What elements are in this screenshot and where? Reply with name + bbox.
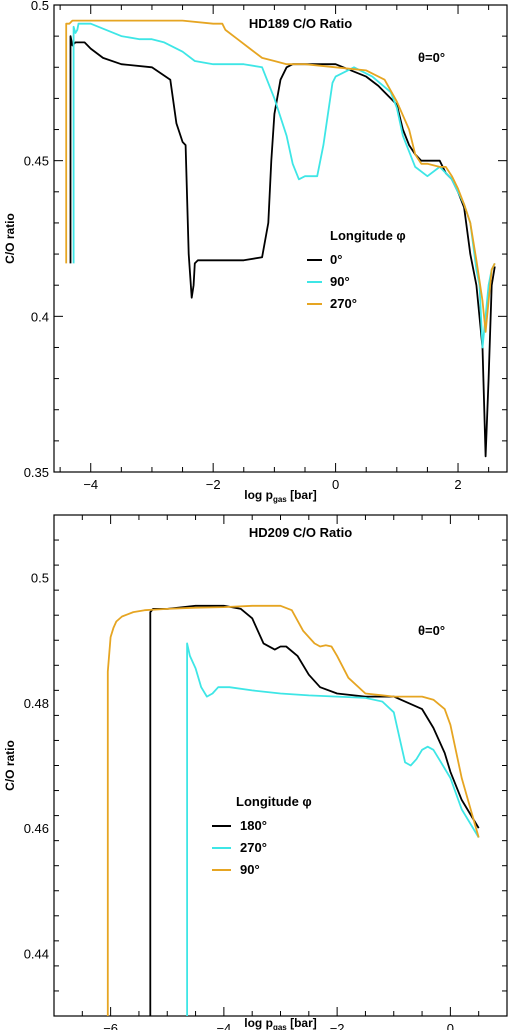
x-tick-label: −4 [83,477,98,492]
x-axis-label: log pgas [bar] [244,1016,316,1030]
x-axis-label: log pgas [bar] [244,488,316,504]
y-tick-label: 0.5 [31,571,49,586]
x-tick-label: −2 [330,1021,345,1030]
chart-title: HD209 C/O Ratio [249,525,352,540]
y-tick-label: 0.46 [24,821,49,836]
series-line-180deg [149,604,480,1016]
x-tick-label: 0 [332,477,339,492]
y-tick-label: 0.5 [31,0,49,13]
series-line-270deg [65,19,496,333]
series-line-270deg [186,642,480,1016]
y-axis-label: C/O ratio [3,740,17,791]
legend-entry: 270° [240,840,267,855]
chart-title: HD189 C/O Ratio [249,16,352,31]
y-tick-label: 0.48 [24,696,49,711]
y-tick-label: 0.35 [24,465,49,480]
series-line-90deg [106,604,480,1016]
series-line-0deg [69,35,496,458]
legend-entry: 180° [240,818,267,833]
plot-frame [53,514,508,1017]
x-tick-label: 2 [454,477,461,492]
chart-2: −6 −4 −2 0 0.44 0.46 0.48 0.5 HD209 C/O Ratio θ=0… [3,514,508,1030]
plot-frame [53,4,508,473]
angle-annotation: θ=0° [418,50,445,65]
legend-title: Longitude φ [330,228,406,243]
x-tick-label: −6 [103,1021,118,1030]
legend-entry: 90° [240,862,260,877]
legend: Longitude φ 0° 90° 270° [307,228,406,311]
x-tick-label: −4 [216,1021,231,1030]
series-group [106,604,480,1016]
y-axis-label: C/O ratio [3,213,17,264]
y-tick-label: 0.45 [24,154,49,169]
series-group [65,19,496,458]
legend-entry: 0° [330,252,342,267]
legend-title: Longitude φ [236,794,312,809]
x-tick-label: 0 [447,1021,454,1030]
x-tick-label: −2 [206,477,221,492]
legend-entry: 270° [330,296,357,311]
y-tick-label: 0.4 [31,309,49,324]
legend: Longitude φ 180° 270° 90° [212,794,312,877]
chart-1: −4 −2 0 2 0.35 0.4 0.45 0.5 HD189 C/O Ratio θ=0° l… [3,0,508,504]
legend-entry: 90° [330,274,350,289]
y-tick-label: 0.44 [24,946,49,961]
angle-annotation: θ=0° [418,623,445,638]
